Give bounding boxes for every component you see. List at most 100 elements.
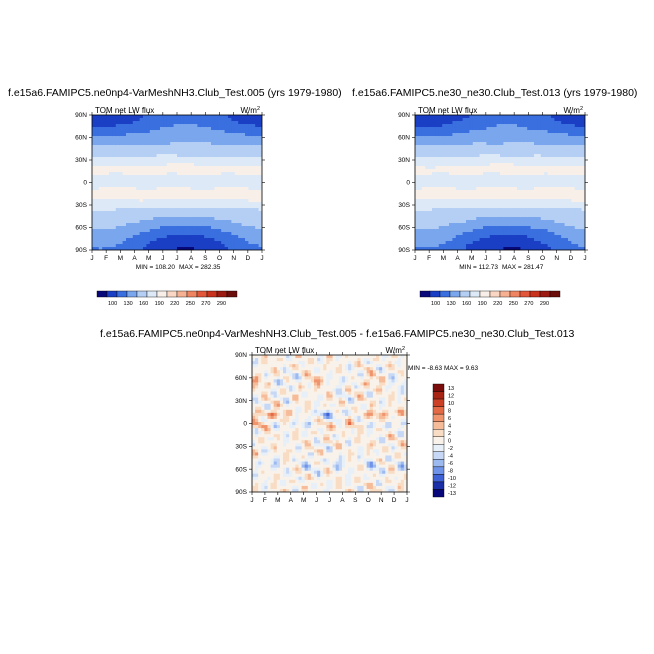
heatmap-cell — [574, 193, 579, 197]
heatmap-cell — [418, 232, 423, 236]
heatmap-cell — [486, 124, 491, 128]
heatmap-cell — [163, 178, 168, 182]
heatmap-cell — [469, 172, 474, 176]
heatmap-cell — [510, 196, 515, 200]
heatmap-cell — [183, 208, 188, 212]
heatmap-cell — [568, 244, 572, 248]
heatmap-cell — [489, 199, 494, 203]
heatmap-cell — [506, 235, 511, 239]
heatmap-cell — [270, 370, 275, 374]
heatmap-cell — [251, 178, 256, 182]
heatmap-cell — [252, 412, 256, 417]
heatmap-cell — [129, 169, 134, 173]
heatmap-cell — [136, 226, 141, 230]
heatmap-cell — [267, 403, 272, 408]
heatmap-cell — [139, 181, 144, 185]
heatmap-cell — [170, 142, 175, 146]
heatmap-cell — [258, 358, 262, 362]
heatmap-cell — [231, 229, 236, 233]
heatmap-cell — [530, 169, 535, 173]
heatmap-cell — [187, 202, 192, 206]
heatmap-cell — [267, 449, 272, 454]
heatmap-cell — [578, 199, 583, 203]
heatmap-cell — [146, 244, 151, 248]
heatmap-cell — [581, 172, 585, 176]
heatmap-cell — [500, 175, 504, 179]
heatmap-cell — [418, 136, 423, 140]
heatmap-cell — [187, 241, 192, 245]
heatmap-cell — [122, 196, 127, 200]
heatmap-cell — [92, 154, 96, 158]
heatmap-cell — [513, 157, 518, 161]
heatmap-cell — [217, 196, 222, 200]
heatmap-cell — [122, 244, 127, 248]
heatmap-cell — [537, 196, 542, 200]
heatmap-cell — [173, 118, 178, 122]
heatmap-cell — [472, 127, 477, 131]
heatmap-cell — [238, 124, 243, 128]
heatmap-cell — [513, 142, 518, 146]
heatmap-cell — [252, 434, 256, 438]
heatmap-cell — [452, 133, 457, 137]
heatmap-cell — [452, 169, 457, 173]
heatmap-cell — [438, 124, 443, 128]
heatmap-cell — [547, 139, 552, 143]
heatmap-cell — [105, 166, 110, 170]
heatmap-cell — [194, 208, 198, 212]
heatmap-cell — [115, 217, 120, 221]
heatmap-cell — [476, 244, 481, 248]
heatmap-cell — [479, 193, 484, 197]
heatmap-cell — [425, 157, 430, 161]
heatmap-cell — [418, 229, 423, 233]
heatmap-cell — [554, 217, 559, 221]
colorbar-box — [126, 290, 138, 298]
heatmap-cell — [483, 205, 487, 209]
heatmap-cell — [234, 169, 239, 173]
heatmap-cell — [438, 166, 443, 170]
heatmap-cell — [98, 127, 103, 131]
heatmap-cell — [255, 421, 259, 426]
heatmap-cell — [115, 211, 120, 215]
heatmap-cell — [180, 124, 185, 128]
heatmap-cell — [241, 142, 246, 146]
heatmap-cell — [557, 139, 562, 143]
heatmap-cell — [445, 211, 450, 215]
heatmap-cell — [486, 244, 491, 248]
heatmap-cell — [472, 115, 477, 119]
heatmap-cell — [578, 211, 583, 215]
heatmap-cell — [510, 130, 515, 134]
heatmap-cell — [415, 211, 419, 215]
heatmap-cell — [115, 175, 120, 179]
heatmap-cell — [228, 127, 232, 131]
heatmap-cell — [255, 488, 259, 492]
heatmap-cell — [92, 232, 96, 236]
heatmap-cell — [462, 133, 467, 137]
heatmap-cell — [527, 229, 532, 233]
heatmap-cell — [258, 229, 262, 233]
heatmap-cell — [493, 184, 498, 188]
heatmap-cell — [472, 136, 477, 140]
heatmap-cell — [255, 388, 259, 393]
heatmap-cell — [115, 232, 120, 236]
heatmap-cell — [578, 127, 583, 131]
heatmap-cell — [564, 235, 569, 239]
heatmap-cell — [149, 160, 154, 164]
heatmap-cell — [126, 205, 130, 209]
heatmap-cell — [547, 205, 552, 209]
heatmap-cell — [200, 139, 205, 143]
heatmap-cell — [122, 241, 127, 245]
heatmap-cell — [574, 121, 579, 125]
heatmap-cell — [445, 157, 450, 161]
heatmap-cell — [177, 166, 181, 170]
heatmap-cell — [551, 160, 555, 164]
heatmap-cell — [415, 133, 419, 137]
heatmap-cell — [557, 199, 562, 203]
heatmap-cell — [449, 241, 453, 245]
heatmap-cell — [207, 226, 212, 230]
heatmap-cell — [517, 187, 521, 191]
heatmap-cell — [245, 148, 249, 152]
heatmap-cell — [248, 241, 253, 245]
heatmap-cell — [476, 169, 481, 173]
heatmap-cell — [115, 238, 120, 242]
